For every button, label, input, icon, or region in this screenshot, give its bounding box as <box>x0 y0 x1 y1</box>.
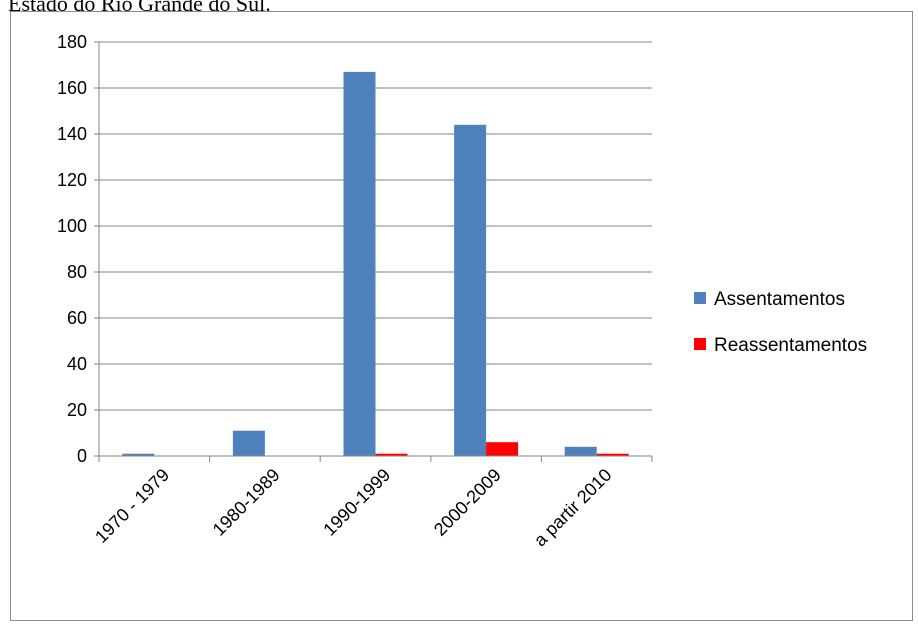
chart-frame: 0 20 40 60 80 100 120 140 160 180 1970 - 1979 1980… <box>10 11 913 621</box>
bar-assentamentos-3 <box>454 124 487 457</box>
bar-assentamentos-2 <box>343 71 376 457</box>
axes <box>94 41 653 462</box>
bar-assentamentos-1 <box>232 430 265 456</box>
x-category-label: 1990-1999 <box>319 465 394 540</box>
bar-reassentamentos-3 <box>486 442 519 456</box>
bar-reassentamentos-2 <box>375 453 408 456</box>
y-tick-label: 0 <box>77 446 87 466</box>
x-tick-labels: 1970 - 1979 1980-1989 1990-1999 2000-2009 a … <box>91 465 615 551</box>
legend-label: Assentamentos <box>714 289 845 310</box>
y-tick-label: 40 <box>67 354 87 374</box>
y-tick-label: 20 <box>67 400 87 420</box>
y-tick-label: 180 <box>57 32 87 52</box>
y-tick-label: 60 <box>67 308 87 328</box>
x-category-label: 1980-1989 <box>209 465 284 540</box>
x-category-label: 2000-2009 <box>430 465 505 540</box>
legend-label: Reassentamentos <box>714 335 867 356</box>
legend-swatch <box>694 338 706 350</box>
x-category-label: 1970 - 1979 <box>91 465 173 547</box>
y-tick-label: 120 <box>57 170 87 190</box>
y-tick-label: 100 <box>57 216 87 236</box>
y-tick-label: 160 <box>57 78 87 98</box>
legend: Assentamentos Reassentamentos <box>694 289 867 356</box>
y-tick-labels: 0 20 40 60 80 100 120 140 160 180 <box>57 32 87 466</box>
bar-reassentamentos-4 <box>596 453 629 456</box>
bar-assentamentos-4 <box>564 446 597 456</box>
bar-chart: 0 20 40 60 80 100 120 140 160 180 1970 - 1979 1980… <box>57 32 867 551</box>
bar-assentamentos-0 <box>122 453 155 456</box>
y-tick-label: 80 <box>67 262 87 282</box>
y-tick-label: 140 <box>57 124 87 144</box>
legend-swatch <box>694 292 706 304</box>
bars <box>122 71 629 457</box>
x-category-label: a partir 2010 <box>530 465 616 551</box>
